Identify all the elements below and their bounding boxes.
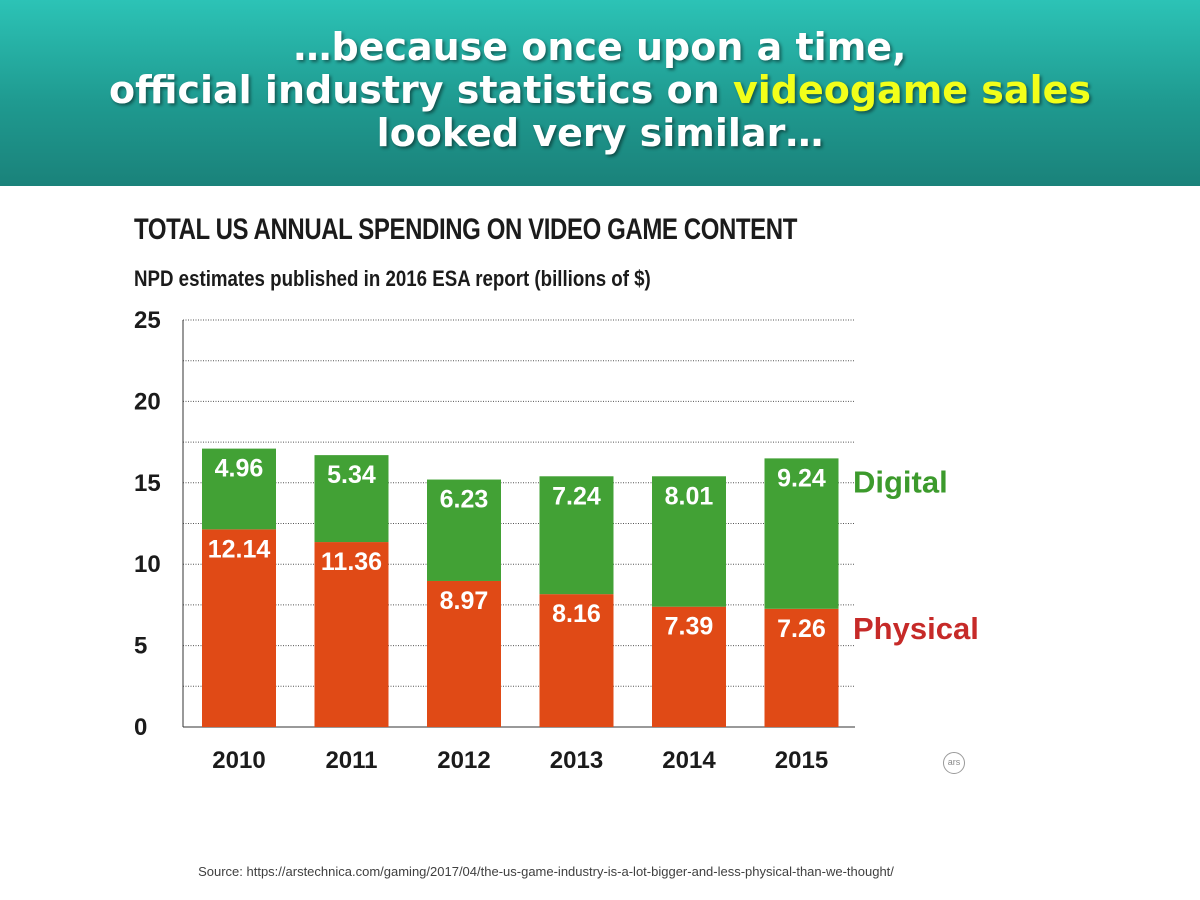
bar-digital [202,448,276,530]
data-label-digital: 9.24 [777,464,826,492]
bar-digital [652,476,726,607]
y-tick-label: 0 [134,714,147,741]
data-label-digital: 6.23 [440,486,489,514]
y-tick-label: 25 [134,307,161,334]
banner-highlight: videogame sales [732,68,1091,112]
bar-physical [427,580,501,727]
y-tick-label: 20 [134,388,161,415]
x-tick-label: 2015 [775,747,828,774]
x-tick-label: 2014 [662,747,716,774]
chart-subtitle: NPD estimates published in 2016 ESA repo… [134,266,651,291]
bar-physical [314,542,389,727]
data-label-digital: 8.01 [665,482,714,510]
x-tick-label: 2013 [550,747,603,774]
bar-digital [314,455,389,543]
data-label-physical: 12.14 [208,535,271,563]
banner-line-2: official industry statistics on videogam… [0,69,1200,112]
bar-digital [539,476,614,595]
banner-line-3: looked very similar… [376,111,824,155]
data-label-digital: 4.96 [215,455,264,483]
data-label-physical: 11.36 [321,548,382,576]
x-tick-label: 2010 [212,747,265,774]
bar-physical [202,529,276,727]
banner-line-1: …because once upon a time, [293,25,907,69]
bar-digital [764,458,839,609]
y-tick-label: 5 [134,633,147,660]
chart-title: TOTAL US ANNUAL SPENDING ON VIDEO GAME C… [134,213,797,246]
legend-label-physical: Physical [853,611,979,646]
banner-heading: …because once upon a time, official indu… [0,26,1200,155]
bar-physical [539,594,614,727]
x-tick-label: 2011 [325,747,377,774]
source-citation: Source: https://arstechnica.com/gaming/2… [198,864,894,879]
data-label-physical: 7.26 [777,615,826,643]
x-tick-label: 2012 [437,747,490,774]
bar-digital [427,479,501,581]
ars-logo: ars [943,752,965,774]
y-tick-label: 10 [134,551,161,578]
data-label-physical: 8.16 [552,600,601,628]
y-tick-label: 15 [134,470,161,497]
bar-physical [652,606,726,727]
bar-physical [764,608,839,727]
legend-label-digital: Digital [853,464,948,499]
banner-line-2-prefix: official industry statistics on [109,68,733,112]
data-label-digital: 5.34 [327,461,376,489]
data-label-digital: 7.24 [552,482,601,510]
data-label-physical: 8.97 [440,587,489,615]
title-banner: …because once upon a time, official indu… [0,0,1200,186]
data-label-physical: 7.39 [665,613,714,641]
